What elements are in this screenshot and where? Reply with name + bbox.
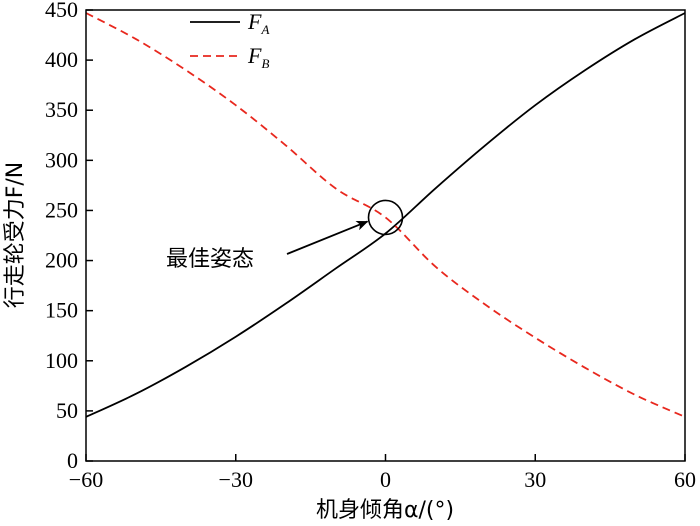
x-tick-label: 60 <box>674 467 696 492</box>
optimum-circle <box>367 199 404 236</box>
y-tick-label: 250 <box>45 197 78 222</box>
y-tick-label: 400 <box>45 47 78 72</box>
annotation-arrow <box>286 220 369 255</box>
plot-frame <box>85 9 686 462</box>
annotation-label: 最佳姿态 <box>166 247 254 272</box>
x-axis-label: 机身倾角α/(°) <box>316 498 454 523</box>
y-axis-label: 行走轮受力F/N <box>3 162 28 309</box>
y-tick-label: 300 <box>45 147 78 172</box>
axis-ticks: −60 −30 0 30 60 0 50 100 150 200 250 300 350 400 450 <box>45 0 696 492</box>
y-tick-label: 50 <box>56 398 78 423</box>
y-tick-label: 0 <box>67 448 78 473</box>
y-tick-label: 350 <box>45 97 78 122</box>
series-line-fb <box>85 12 686 418</box>
y-tick-label: 150 <box>45 298 78 323</box>
annotation: 最佳姿态 <box>166 199 404 272</box>
x-tick-label: 0 <box>380 467 391 492</box>
legend-label-fb: FB <box>247 43 269 71</box>
y-tick-label: 200 <box>45 248 78 273</box>
y-tick-label: 100 <box>45 348 78 373</box>
plot-lines <box>85 12 686 418</box>
series-line-fa <box>85 12 686 418</box>
x-tick-label: −30 <box>219 467 253 492</box>
legend: FA FB <box>190 9 269 71</box>
x-tick-label: 30 <box>524 467 546 492</box>
y-tick-label: 450 <box>45 0 78 22</box>
legend-label-fa: FA <box>247 9 269 37</box>
x-tick-label: −60 <box>69 467 103 492</box>
